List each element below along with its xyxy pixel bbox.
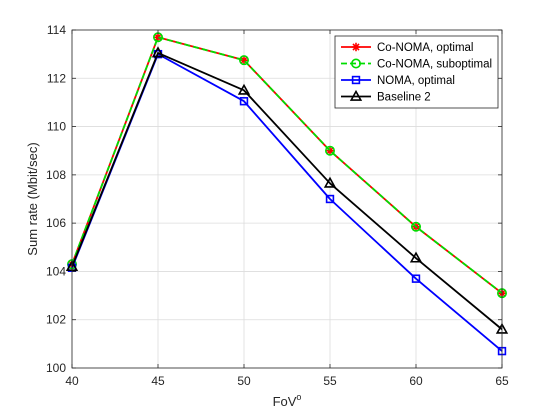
data-point <box>324 145 335 156</box>
legend-item: NOMA, optimal <box>341 75 455 87</box>
x-axis-label-main: FoV <box>273 394 297 409</box>
plot-frame <box>71 29 503 369</box>
data-point <box>239 55 249 65</box>
legend-item: Co-NOMA, suboptimal <box>341 58 492 71</box>
x-tick-label: 40 <box>65 374 79 388</box>
y-tick-label: 102 <box>46 313 66 327</box>
y-tick-label: 112 <box>47 71 66 85</box>
data-point <box>409 251 423 263</box>
x-tick-label: 60 <box>409 374 423 388</box>
x-tick-label: 65 <box>495 374 509 388</box>
x-tick-label: 55 <box>323 374 337 388</box>
legend-label: Co-NOMA, suboptimal <box>377 59 492 71</box>
y-axis-label: Sum rate (Mbit/sec) <box>25 142 40 255</box>
x-axis-label: FoVo <box>273 392 302 409</box>
data-point <box>151 46 165 58</box>
data-point <box>239 55 250 66</box>
series-3 <box>65 46 509 334</box>
data-point <box>323 176 337 188</box>
legend: Co-NOMA, optimal Co-NOMA, suboptimal NOMA,… <box>334 35 499 109</box>
x-axis-label-superscript: o <box>296 392 301 402</box>
y-tick-label: 110 <box>47 120 66 134</box>
legend-label: NOMA, optimal <box>377 75 455 87</box>
y-tick-label: 108 <box>46 168 66 182</box>
legend-marker <box>350 58 361 69</box>
series-line <box>71 36 503 294</box>
y-tick-label: 104 <box>46 264 66 278</box>
legend-marker <box>351 75 361 85</box>
legend-item: Baseline 2 <box>341 89 431 104</box>
legend-marker <box>351 42 361 52</box>
y-tick-label: 114 <box>47 23 66 37</box>
data-point <box>325 146 335 155</box>
series-layer <box>65 32 509 356</box>
data-point <box>239 97 249 106</box>
legend-label: Baseline 2 <box>377 92 431 104</box>
data-point <box>325 194 335 204</box>
series-line <box>71 52 503 331</box>
data-point <box>237 83 251 95</box>
legend-label: Co-NOMA, optimal <box>377 42 474 54</box>
data-point <box>153 33 163 42</box>
axis-ticks: 40 45 50 55 60 65 100 102 104 106 108 110 112 114 <box>46 23 509 388</box>
data-point <box>410 221 421 232</box>
legend-item: Co-NOMA, optimal <box>341 42 474 54</box>
data-point <box>411 274 421 283</box>
x-tick-label: 45 <box>151 374 165 388</box>
y-tick-label: 100 <box>46 361 66 375</box>
y-tick-label: 106 <box>46 216 66 230</box>
x-tick-label: 50 <box>237 374 251 388</box>
legend-marker <box>349 89 363 101</box>
